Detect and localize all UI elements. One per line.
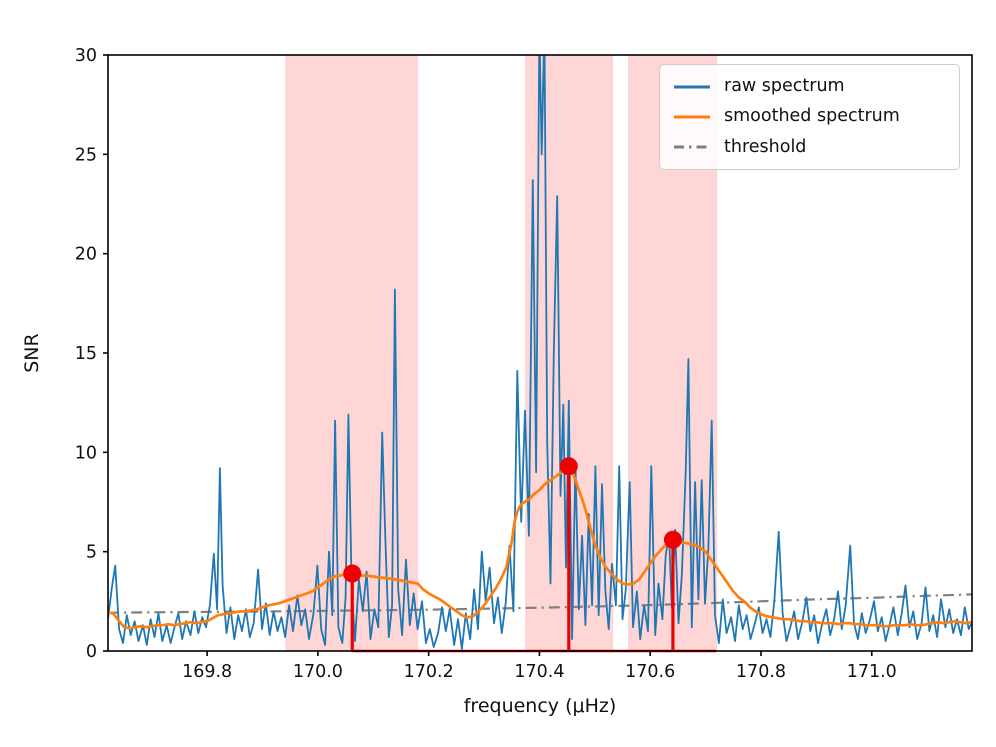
peak-marker [559,457,578,476]
y-tick-label: 25 [75,145,97,165]
y-tick-label: 15 [75,344,97,364]
y-tick-label: 30 [75,46,97,66]
x-axis-label: frequency (μHz) [464,695,617,717]
series-line-threshold [108,593,972,614]
legend: raw spectrum smoothed spectrum threshold [659,64,960,170]
peak-marker [663,530,682,549]
x-tick-label: 170.4 [514,662,564,682]
peak-marker [343,564,362,583]
legend-label-raw-spectrum: raw spectrum [724,76,845,96]
legend-entry-threshold: threshold [673,136,945,157]
x-tick-label: 170.0 [293,662,343,682]
y-tick-label: 20 [75,245,97,265]
legend-line-threshold-icon [674,145,710,149]
y-tick-label: 10 [75,443,97,463]
x-tick-label: 171.0 [847,662,897,682]
series-line-smoothed-spectrum [108,464,972,630]
x-tick-label: 169.8 [182,662,232,682]
axes: 169.8 170.0 170.2 170.4 170.6 170.8 171.0 0 5 10 1… [75,46,973,682]
legend-entry-smoothed-spectrum: smoothed spectrum [673,106,945,127]
y-axis-label: SNR [21,333,43,372]
y-tick-label: 5 [86,543,97,563]
series-lines [108,55,972,650]
legend-line-raw-spectrum-icon [674,85,710,89]
x-tick-label: 170.2 [404,662,454,682]
legend-label-smoothed-spectrum: smoothed spectrum [724,106,900,127]
x-tick-label: 170.6 [625,662,675,682]
legend-label-threshold: threshold [724,136,807,157]
y-tick-label: 0 [86,642,97,662]
series-line-raw-spectrum [108,55,972,650]
legend-line-smoothed-spectrum-icon [674,115,710,119]
x-tick-label: 170.8 [736,662,786,682]
legend-entry-raw-spectrum: raw spectrum [673,76,945,96]
